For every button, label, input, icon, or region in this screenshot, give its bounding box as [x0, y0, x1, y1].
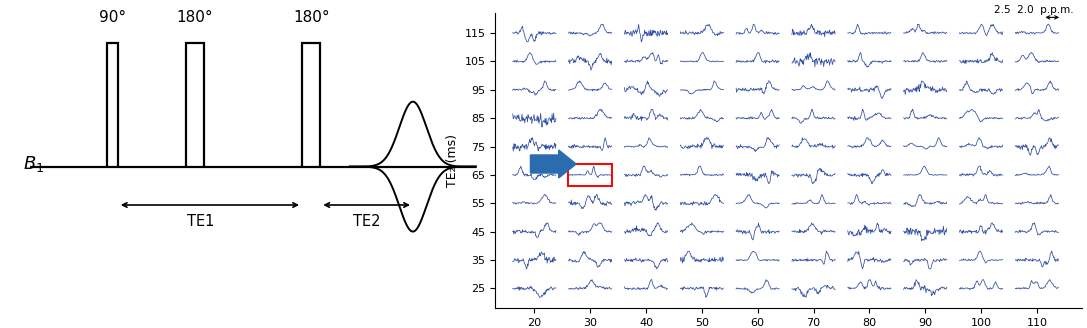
Text: 180°: 180°	[176, 10, 213, 25]
Y-axis label: TE₂ (ms): TE₂ (ms)	[446, 134, 459, 187]
Text: TE2: TE2	[353, 214, 380, 229]
Text: 2.5  2.0  p.p.m.: 2.5 2.0 p.p.m.	[995, 5, 1074, 14]
Text: TE1: TE1	[187, 214, 214, 229]
Bar	[569, 164, 612, 186]
Text: $B_1$: $B_1$	[23, 154, 45, 174]
Text: 90°: 90°	[99, 10, 126, 25]
Text: 180°: 180°	[292, 10, 329, 25]
